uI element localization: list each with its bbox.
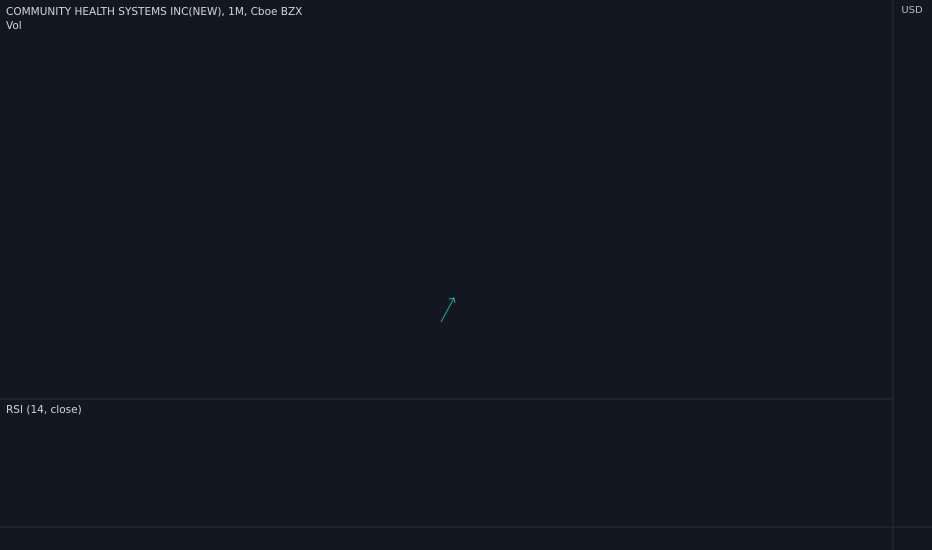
volume-label: Vol <box>6 20 22 32</box>
currency-label: USD <box>901 5 923 16</box>
arrow-annotation <box>440 297 456 323</box>
chart-title: COMMUNITY HEALTH SYSTEMS INC(NEW), 1M, C… <box>6 6 302 18</box>
rsi-title: RSI (14, close) <box>6 404 82 416</box>
